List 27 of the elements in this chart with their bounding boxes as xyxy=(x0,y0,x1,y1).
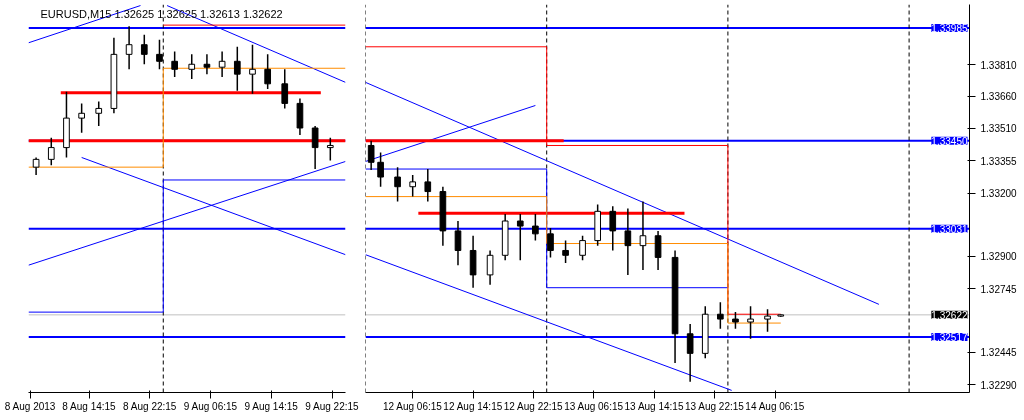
y-tick-label: 1.33355 xyxy=(980,155,1018,167)
x-tick-label: 13 Aug 06:15 xyxy=(564,400,624,412)
y-tick-label: 1.33200 xyxy=(980,188,1018,200)
ref-line-label: 1.33450 xyxy=(931,135,968,147)
y-tick-label: 1.32290 xyxy=(980,379,1018,391)
x-tick-label: 8 Aug 22:15 xyxy=(123,400,177,412)
x-tick-label: 9 Aug 14:15 xyxy=(244,400,299,412)
x-tick-label: 13 Aug 14:15 xyxy=(624,400,684,412)
y-tick-label: 1.32745 xyxy=(980,283,1018,295)
x-tick-label: 12 Aug 06:15 xyxy=(382,400,443,412)
x-tick-label: 9 Aug 06:15 xyxy=(183,400,238,412)
x-tick-label: 13 Aug 22:15 xyxy=(684,400,745,412)
y-tick-label: 1.33510 xyxy=(980,123,1018,135)
x-tick-label: 8 Aug 2013 xyxy=(4,400,56,412)
ref-line-label: 1.32622 xyxy=(931,309,968,321)
ref-line-label: 1.33985 xyxy=(931,23,968,35)
ref-line-label: 1.32517 xyxy=(931,331,968,343)
x-tick-label: 8 Aug 14:15 xyxy=(62,400,117,412)
ref-line-label: 1.33031 xyxy=(931,223,968,235)
y-tick-label: 1.33660 xyxy=(980,91,1018,103)
y-tick-label: 1.33810 xyxy=(980,59,1018,71)
x-tick-label: 12 Aug 22:15 xyxy=(503,400,564,412)
y-tick-label: 1.32900 xyxy=(980,251,1018,263)
x-tick-label: 12 Aug 14:15 xyxy=(443,400,503,412)
x-tick-label: 9 Aug 22:15 xyxy=(305,400,360,412)
x-tick-label: 14 Aug 06:15 xyxy=(745,400,805,412)
y-tick-label: 1.32445 xyxy=(980,347,1018,359)
